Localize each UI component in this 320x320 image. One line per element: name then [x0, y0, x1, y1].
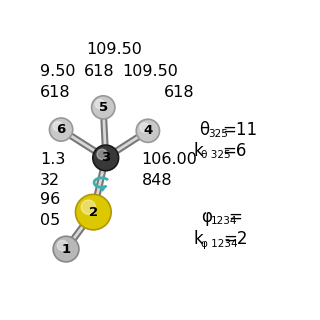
Text: 4: 4 [143, 124, 153, 137]
Circle shape [93, 145, 119, 171]
Text: 5: 5 [99, 101, 108, 114]
Text: 1: 1 [61, 243, 71, 256]
Text: k: k [194, 141, 204, 159]
Circle shape [49, 118, 73, 141]
Circle shape [140, 123, 149, 132]
Text: 325: 325 [208, 129, 228, 139]
Text: =: = [228, 208, 242, 226]
Circle shape [95, 100, 105, 109]
Text: k: k [194, 230, 204, 248]
Text: 106.00: 106.00 [142, 152, 197, 167]
Text: 2: 2 [89, 206, 98, 219]
Text: 05: 05 [40, 213, 60, 228]
Text: 1234: 1234 [211, 216, 237, 227]
Circle shape [53, 236, 79, 262]
Text: 3: 3 [101, 151, 110, 164]
Text: 32: 32 [40, 173, 60, 188]
Circle shape [57, 240, 68, 251]
Text: 618: 618 [84, 64, 114, 79]
Text: 109.50: 109.50 [122, 64, 178, 79]
Text: 618: 618 [40, 85, 71, 100]
Text: θ: θ [199, 121, 209, 139]
Circle shape [136, 119, 160, 142]
Text: φ 1234: φ 1234 [201, 239, 238, 249]
Circle shape [76, 194, 111, 230]
Text: =6: =6 [222, 141, 247, 159]
Circle shape [81, 200, 95, 214]
Text: 96: 96 [40, 192, 60, 207]
Text: =2: =2 [224, 230, 248, 248]
Text: 9.50: 9.50 [40, 64, 76, 79]
Text: 848: 848 [142, 173, 172, 188]
Text: φ: φ [201, 208, 212, 226]
Text: 6: 6 [56, 123, 66, 136]
Text: =11: =11 [222, 121, 257, 139]
Circle shape [97, 149, 107, 159]
Circle shape [53, 122, 62, 131]
Text: 618: 618 [164, 85, 195, 100]
Text: 1.3: 1.3 [40, 152, 65, 167]
Circle shape [92, 96, 115, 119]
Text: 109.50: 109.50 [86, 42, 142, 57]
Text: θ 325: θ 325 [201, 150, 231, 160]
